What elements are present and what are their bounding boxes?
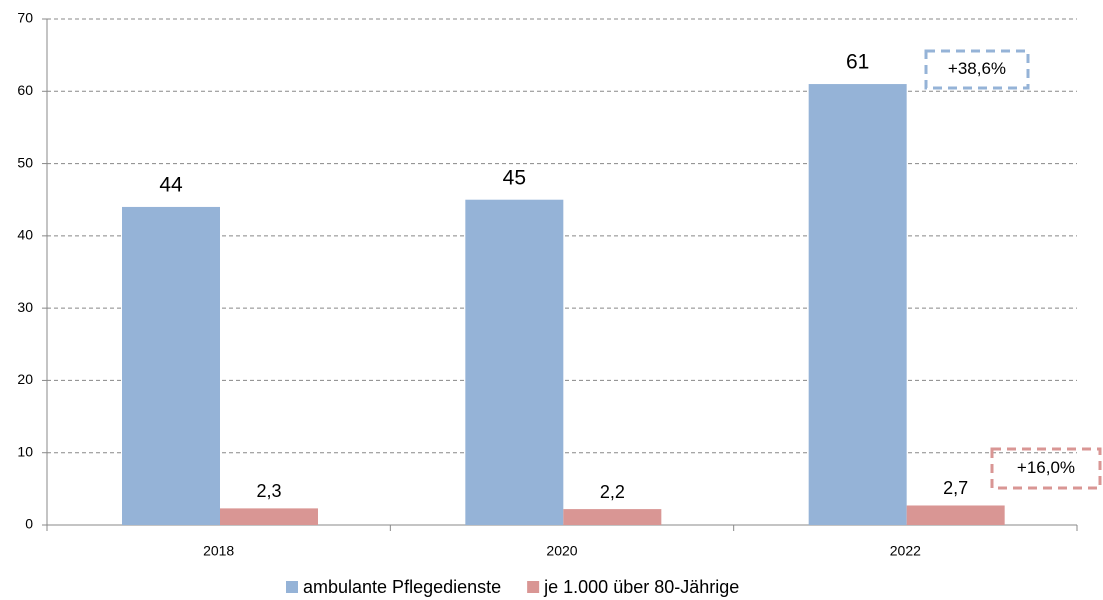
x-tick-label: 2018 xyxy=(203,543,234,559)
y-tick-label: 50 xyxy=(17,154,33,170)
bar xyxy=(465,199,564,525)
x-tick-label: 2022 xyxy=(890,543,921,559)
bar xyxy=(563,509,662,525)
annotation: +38,6% xyxy=(948,59,1006,78)
annotation: +16,0% xyxy=(1017,458,1075,477)
annotation-box xyxy=(924,49,1030,90)
bar xyxy=(808,84,907,526)
bar xyxy=(122,206,220,525)
bar xyxy=(906,505,1005,525)
legend-swatch xyxy=(286,581,298,593)
bar xyxy=(220,508,318,525)
y-tick-label: 10 xyxy=(17,443,33,459)
y-tick-label: 70 xyxy=(17,10,33,26)
value-label: 44 xyxy=(159,173,183,196)
value-label: 61 xyxy=(846,51,869,74)
value-label: 45 xyxy=(503,166,526,189)
x-tick-label: 2020 xyxy=(546,543,577,559)
y-tick-label: 60 xyxy=(17,82,33,98)
y-tick-label: 0 xyxy=(25,516,33,532)
y-tick-label: 40 xyxy=(17,227,33,243)
value-label: 2,7 xyxy=(943,478,968,498)
legend-swatch xyxy=(527,581,540,593)
y-tick-label: 30 xyxy=(17,299,33,315)
annotation-box xyxy=(990,447,1102,490)
y-tick-label: 20 xyxy=(17,371,33,387)
value-label: 2,3 xyxy=(256,481,281,501)
legend-label: je 1.000 über 80-Jährige xyxy=(543,577,739,597)
legend-label: ambulante Pflegedienste xyxy=(303,577,501,597)
value-label: 2,2 xyxy=(600,482,625,502)
